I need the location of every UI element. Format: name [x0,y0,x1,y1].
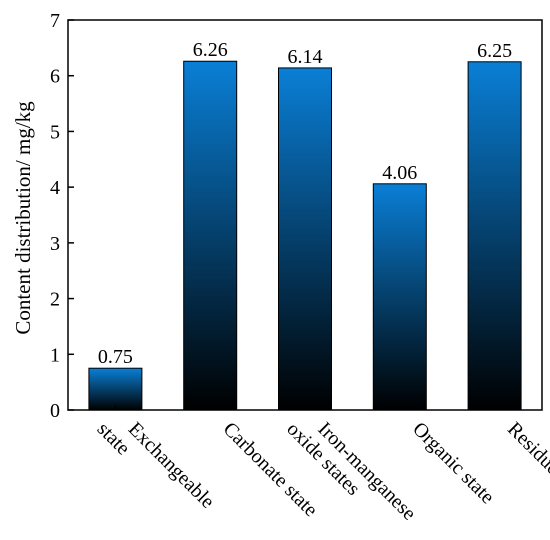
category-label-line: Residue state [503,418,550,509]
bar-2 [278,67,332,411]
y-tick-label-3: 3 [50,233,60,255]
data-label-3: 4.06 [382,162,417,184]
category-label-2: Iron-manganeseoxide states [282,402,420,540]
y-tick-label-6: 6 [50,66,60,88]
category-label-3: Organic state [408,418,498,508]
category-label-4: Residue state [503,418,550,509]
y-tick-label-4: 4 [50,177,60,199]
data-label-1: 6.26 [193,39,228,61]
y-tick-label-5: 5 [50,121,60,143]
plot-area: 012345670.75Exchangeablestate6.26Carbona… [50,10,550,540]
y-tick-label-2: 2 [50,289,60,311]
category-label-line: Exchangeable [124,418,219,513]
category-label-0: Exchangeablestate [93,402,219,528]
bar-4 [467,61,522,411]
bar-3 [372,183,427,411]
bar-1 [183,60,238,411]
y-axis-title: Content distribution/ mg/kg [11,101,35,335]
data-label-4: 6.25 [477,40,512,62]
data-label-0: 0.75 [98,346,133,368]
y-tick-label-0: 0 [50,400,60,422]
category-label-line: state [93,418,135,460]
data-label-2: 6.14 [288,46,323,68]
y-tick-label-1: 1 [50,344,60,366]
category-label-line: Organic state [408,418,498,508]
bar-0 [88,367,143,411]
y-tick-label-7: 7 [50,10,60,32]
